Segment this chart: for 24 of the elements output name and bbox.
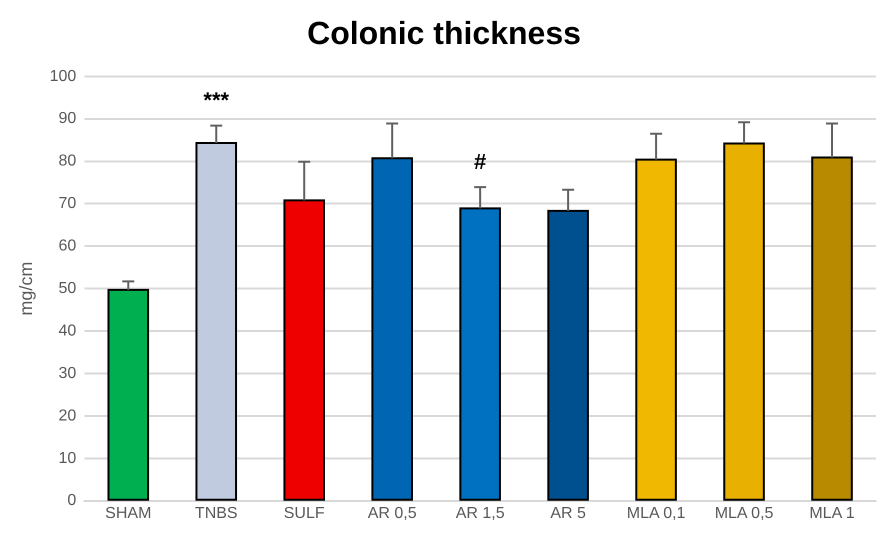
x-tick-label: MLA 0,1: [626, 504, 686, 522]
chart-title: Colonic thickness: [307, 15, 581, 52]
x-tick-label: AR 5: [550, 504, 586, 522]
y-tick-label: 70: [58, 195, 76, 212]
x-tick-label: AR 0,5: [368, 504, 417, 522]
annotation: #: [474, 149, 486, 174]
y-tick-label: 30: [58, 364, 76, 382]
x-tick-label: MLA 1: [809, 504, 855, 522]
y-tick-label: 60: [58, 238, 76, 255]
x-tick-label: MLA 0,5: [714, 504, 774, 522]
y-tick-label: 50: [58, 280, 76, 298]
y-axis-title: mg/cm: [16, 262, 36, 316]
x-tick-label: AR 1,5: [456, 504, 505, 522]
x-tick-label: SHAM: [105, 504, 152, 522]
y-tick-label: 20: [58, 407, 76, 424]
annotation: ***: [203, 88, 230, 113]
y-tick-label: 0: [67, 492, 76, 510]
y-tick-label: 40: [58, 322, 76, 340]
y-tick-label: 100: [50, 68, 76, 85]
x-tick-label: TNBS: [194, 504, 238, 522]
x-tick-label: SULF: [284, 504, 325, 522]
y-tick-label: 90: [58, 110, 76, 128]
y-tick-label: 80: [58, 152, 76, 170]
y-tick-label: 10: [58, 450, 76, 467]
